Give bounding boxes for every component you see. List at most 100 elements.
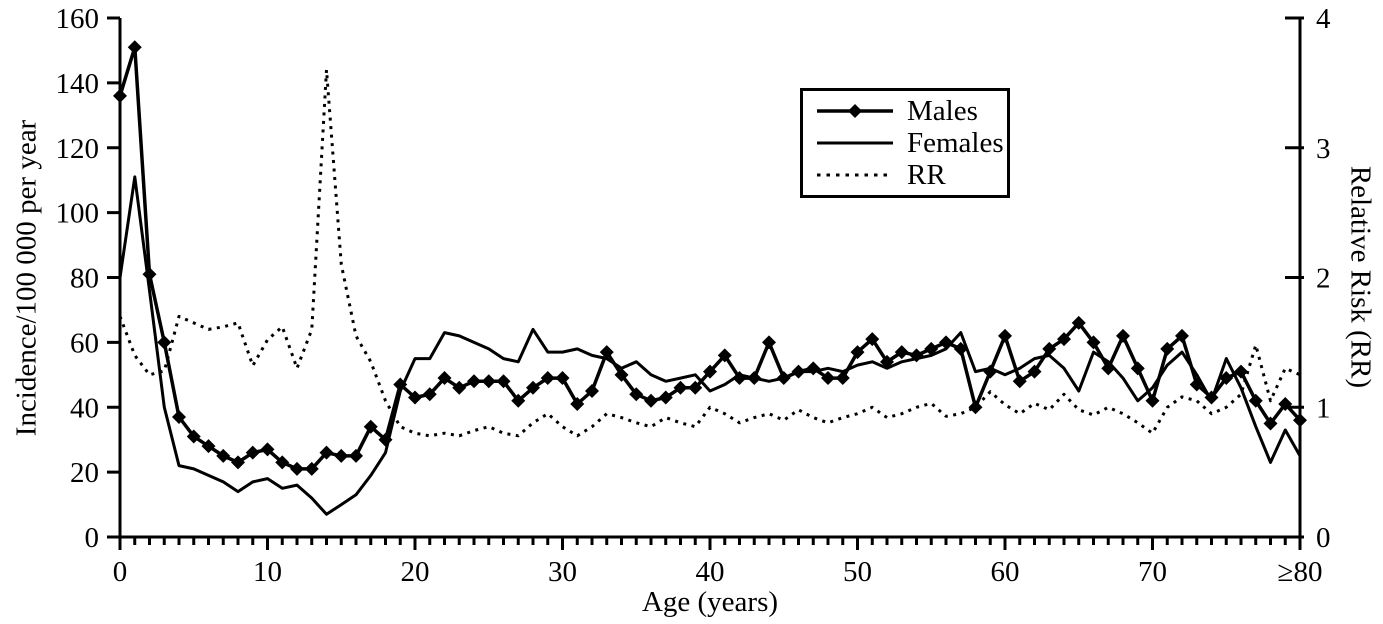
diamond-marker bbox=[1101, 361, 1116, 376]
diamond-marker bbox=[452, 380, 467, 395]
x-axis-ticks: 0 10 20 30 40 50 60 70 ≥80 bbox=[113, 537, 1323, 588]
diamond-marker bbox=[599, 345, 614, 360]
legend-row-rr: RR bbox=[815, 160, 1001, 190]
diamond-marker bbox=[481, 374, 496, 389]
diamond-marker bbox=[983, 364, 998, 379]
diamond-marker bbox=[511, 393, 526, 408]
males-series bbox=[113, 40, 1307, 476]
left-tick-label: 0 bbox=[85, 522, 100, 554]
diamond-marker bbox=[732, 371, 747, 386]
x-tick-label: 60 bbox=[991, 556, 1020, 588]
y-axis-left-title: Incidence/100 000 per year bbox=[10, 119, 43, 437]
diamond-marker bbox=[231, 455, 245, 470]
left-tick-label: 120 bbox=[56, 133, 100, 165]
diamond-marker bbox=[1116, 328, 1130, 343]
diamond-marker bbox=[408, 390, 422, 405]
diamond-marker bbox=[467, 374, 481, 389]
diamond-marker bbox=[245, 445, 260, 460]
diamond-marker bbox=[496, 374, 511, 389]
diamond-marker bbox=[1219, 371, 1234, 386]
diamond-marker bbox=[924, 341, 939, 356]
right-axis-ticks: 0 1 2 3 4 bbox=[1285, 3, 1331, 554]
diamond-marker bbox=[806, 361, 821, 376]
diamond-marker bbox=[201, 439, 216, 454]
left-tick-label: 60 bbox=[70, 327, 99, 359]
diamond-marker bbox=[703, 364, 717, 379]
diamond-marker bbox=[629, 387, 644, 402]
diamond-marker bbox=[113, 88, 127, 103]
legend-label-rr: RR bbox=[907, 158, 946, 191]
diamond-marker bbox=[821, 371, 835, 386]
x-tick-label: 20 bbox=[401, 556, 430, 588]
diamond-marker bbox=[216, 448, 231, 463]
diamond-marker bbox=[835, 371, 850, 386]
right-tick-label: 4 bbox=[1316, 3, 1331, 35]
diamond-marker bbox=[688, 380, 703, 395]
diamond-marker bbox=[717, 348, 732, 363]
diamond-marker bbox=[334, 448, 349, 463]
legend-row-females: Females bbox=[815, 128, 1004, 158]
diamond-marker bbox=[658, 390, 673, 405]
diamond-marker bbox=[363, 419, 378, 434]
left-tick-label: 100 bbox=[56, 198, 100, 230]
diamond-marker bbox=[1130, 361, 1145, 376]
diamond-marker bbox=[747, 371, 762, 386]
diamond-marker bbox=[909, 348, 924, 363]
diamond-marker bbox=[186, 429, 201, 444]
diamond-marker bbox=[526, 380, 540, 395]
diamond-marker bbox=[570, 397, 585, 412]
diamond-marker bbox=[1145, 393, 1160, 408]
legend: Males Females RR bbox=[800, 88, 1010, 198]
diamond-marker bbox=[1160, 341, 1175, 356]
x-tick-label: ≥80 bbox=[1278, 556, 1323, 588]
diamond-marker bbox=[1248, 393, 1263, 408]
diamond-marker bbox=[614, 367, 629, 382]
diamond-marker bbox=[1263, 416, 1278, 431]
diamond-marker bbox=[1204, 390, 1219, 405]
males-line-sample-icon bbox=[817, 104, 893, 118]
x-tick-label: 30 bbox=[548, 556, 577, 588]
diamond-marker bbox=[953, 341, 968, 356]
right-tick-label: 0 bbox=[1316, 522, 1331, 554]
diamond-marker bbox=[673, 380, 688, 395]
diamond-marker bbox=[142, 267, 157, 282]
legend-row-males: Males bbox=[815, 96, 1001, 126]
diamond-marker bbox=[275, 455, 290, 470]
left-tick-label: 40 bbox=[70, 392, 99, 424]
diamond-marker bbox=[865, 332, 880, 347]
x-tick-label: 40 bbox=[696, 556, 725, 588]
diamond-marker bbox=[393, 377, 408, 392]
diamond-marker bbox=[850, 345, 865, 360]
diamond-marker bbox=[585, 384, 599, 399]
diamond-marker bbox=[1293, 413, 1307, 428]
rr-line-sample-icon bbox=[817, 173, 893, 177]
x-tick-label: 0 bbox=[113, 556, 128, 588]
left-axis-ticks: 0 20 40 60 80 100 120 140 160 bbox=[56, 3, 120, 554]
diamond-marker bbox=[1189, 377, 1204, 392]
x-tick-label: 50 bbox=[843, 556, 872, 588]
diamond-marker bbox=[1086, 335, 1101, 350]
diamond-marker bbox=[1234, 364, 1248, 379]
diamond-marker bbox=[349, 448, 363, 463]
x-axis-title: Age (years) bbox=[641, 586, 779, 618]
diamond-marker bbox=[555, 371, 570, 386]
diamond-marker bbox=[304, 461, 319, 476]
females-line-sample-icon bbox=[817, 141, 893, 145]
left-tick-label: 140 bbox=[56, 68, 100, 100]
diamond-marker bbox=[880, 354, 894, 369]
x-tick-label: 10 bbox=[253, 556, 282, 588]
rr-series bbox=[118, 68, 1301, 438]
diamond-marker bbox=[319, 445, 334, 460]
diamond-marker bbox=[422, 387, 437, 402]
diamond-marker bbox=[290, 461, 304, 476]
diamond-marker bbox=[939, 335, 953, 350]
diamond-marker bbox=[437, 371, 452, 386]
left-tick-label: 20 bbox=[70, 457, 99, 489]
diamond-marker bbox=[1042, 341, 1057, 356]
right-tick-label: 1 bbox=[1316, 392, 1331, 424]
diamond-marker bbox=[791, 364, 806, 379]
diamond-marker bbox=[540, 371, 555, 386]
diamond-marker bbox=[378, 432, 393, 447]
